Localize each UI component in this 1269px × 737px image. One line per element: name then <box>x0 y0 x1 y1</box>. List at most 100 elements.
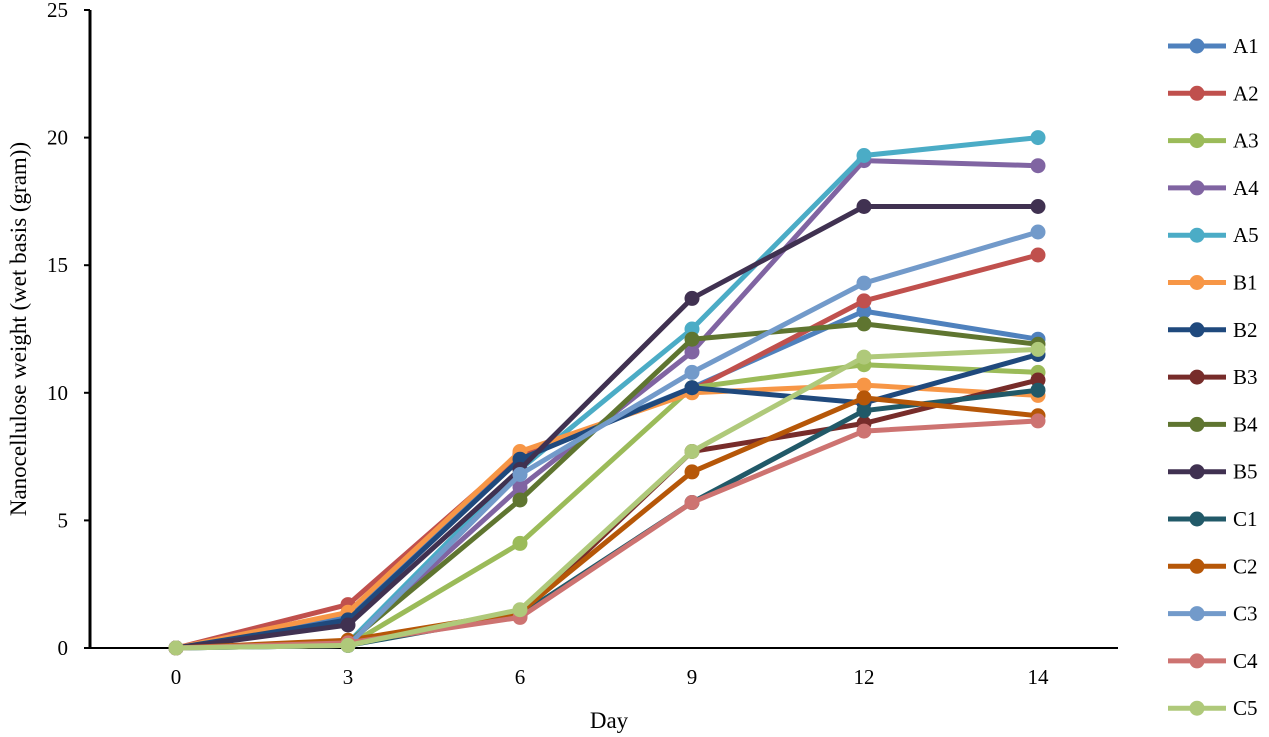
legend-item-C3: C3 <box>1168 602 1258 626</box>
series-line-B5 <box>173 204 1041 651</box>
legend-label: A1 <box>1233 34 1259 58</box>
series-A2 <box>168 247 1046 656</box>
data-point-A4 <box>512 479 528 495</box>
data-point-A4 <box>684 344 700 360</box>
data-point-B5 <box>340 617 356 633</box>
series-B3 <box>168 372 1046 656</box>
data-point-A4 <box>1030 158 1046 174</box>
legend-label: A5 <box>1233 223 1259 247</box>
series-line-A2 <box>173 252 1041 651</box>
legend-label: C3 <box>1233 602 1258 626</box>
data-point-B1 <box>856 377 872 393</box>
data-point-C3 <box>684 364 700 380</box>
legend-label: B2 <box>1233 318 1258 342</box>
data-point-B5 <box>856 199 872 214</box>
data-point-C5 <box>684 444 700 459</box>
data-point-C4 <box>856 423 872 439</box>
data-point-C5 <box>512 602 528 618</box>
legend-marker <box>1189 464 1205 480</box>
legend-marker <box>1189 416 1205 432</box>
series-group <box>168 130 1046 656</box>
legend-item-C2: C2 <box>1168 554 1258 578</box>
x-tick-label: 14 <box>1028 665 1050 689</box>
legend-label: B5 <box>1233 460 1258 484</box>
data-point-B2 <box>684 380 700 396</box>
series-line-C3 <box>173 229 1041 651</box>
y-tick-label: 20 <box>47 126 68 150</box>
data-point-C5 <box>1030 341 1046 357</box>
legend-item-A5: A5 <box>1168 223 1259 247</box>
data-point-C3 <box>512 467 528 482</box>
legend-marker <box>1189 606 1205 622</box>
legend-item-A4: A4 <box>1168 176 1259 200</box>
x-tick-label: 6 <box>515 665 526 689</box>
legend-label: B4 <box>1233 412 1258 436</box>
x-tick-label: 0 <box>171 665 182 689</box>
legend-item-B4: B4 <box>1168 412 1258 436</box>
series-line-B4 <box>173 321 1041 651</box>
legend-item-C4: C4 <box>1168 649 1258 673</box>
legend-label: C5 <box>1233 696 1258 720</box>
legend-marker <box>1189 653 1205 669</box>
legend-item-B1: B1 <box>1168 271 1258 295</box>
data-point-C3 <box>1030 224 1046 240</box>
legend-marker <box>1189 700 1205 716</box>
legend-marker <box>1189 227 1205 243</box>
legend: A1 A2 A3 A4 A5 B1 B2 B3 B4 B5 C1 C2 C3 C4 C5 <box>1168 34 1259 720</box>
data-point-B5 <box>684 290 700 306</box>
data-point-C5 <box>340 637 356 653</box>
data-point-C1 <box>1030 382 1046 398</box>
data-point-A5 <box>1030 130 1046 146</box>
data-point-C1 <box>856 403 872 419</box>
legend-label: A3 <box>1233 129 1259 153</box>
legend-item-A3: A3 <box>1168 129 1259 153</box>
legend-label: C1 <box>1233 507 1258 531</box>
data-point-C4 <box>1030 413 1046 429</box>
legend-marker <box>1189 38 1205 54</box>
data-point-B4 <box>684 331 700 347</box>
data-point-C2 <box>856 390 872 406</box>
legend-marker <box>1189 85 1205 101</box>
legend-marker <box>1189 322 1205 338</box>
series-C5 <box>168 341 1046 656</box>
data-point-C2 <box>684 464 700 480</box>
y-tick-label: 15 <box>47 253 68 277</box>
y-tick-label: 25 <box>47 0 68 22</box>
legend-marker <box>1189 511 1205 527</box>
data-point-C3 <box>856 275 872 291</box>
legend-label: C4 <box>1233 649 1258 673</box>
legend-label: A2 <box>1233 81 1259 105</box>
y-tick-label: 10 <box>47 381 68 405</box>
legend-marker <box>1189 275 1205 290</box>
data-point-C5 <box>856 349 872 365</box>
y-tick-label: 5 <box>58 508 69 532</box>
legend-item-A1: A1 <box>1168 34 1259 58</box>
y-tick-label: 0 <box>58 636 69 660</box>
data-point-A2 <box>1030 247 1046 263</box>
legend-item-C5: C5 <box>1168 696 1258 720</box>
legend-label: B1 <box>1233 271 1258 295</box>
legend-label: B3 <box>1233 365 1258 389</box>
data-point-A5 <box>856 148 872 163</box>
series-line-C5 <box>173 346 1041 651</box>
y-axis-title: Nanocellulose weight (wet basis (gram)) <box>6 142 31 516</box>
legend-marker <box>1189 133 1205 149</box>
series-B2 <box>168 347 1046 656</box>
data-point-C4 <box>684 495 700 510</box>
legend-marker <box>1189 180 1205 196</box>
legend-item-A2: A2 <box>1168 81 1259 105</box>
legend-item-B2: B2 <box>1168 318 1258 342</box>
data-point-B4 <box>512 492 528 508</box>
y-tick-labels: 0 5 10 15 20 25 <box>47 0 90 660</box>
legend-marker <box>1189 558 1205 574</box>
legend-item-B3: B3 <box>1168 365 1258 389</box>
x-tick-labels: 0 3 6 9 12 14 <box>171 665 1049 689</box>
data-point-B5 <box>1030 199 1046 214</box>
series-line-C2 <box>173 395 1041 651</box>
series-line-A1 <box>173 308 1041 651</box>
data-point-A3 <box>512 535 528 551</box>
data-point-C5 <box>168 640 184 656</box>
legend-marker <box>1189 369 1205 385</box>
x-tick-label: 9 <box>687 665 698 689</box>
